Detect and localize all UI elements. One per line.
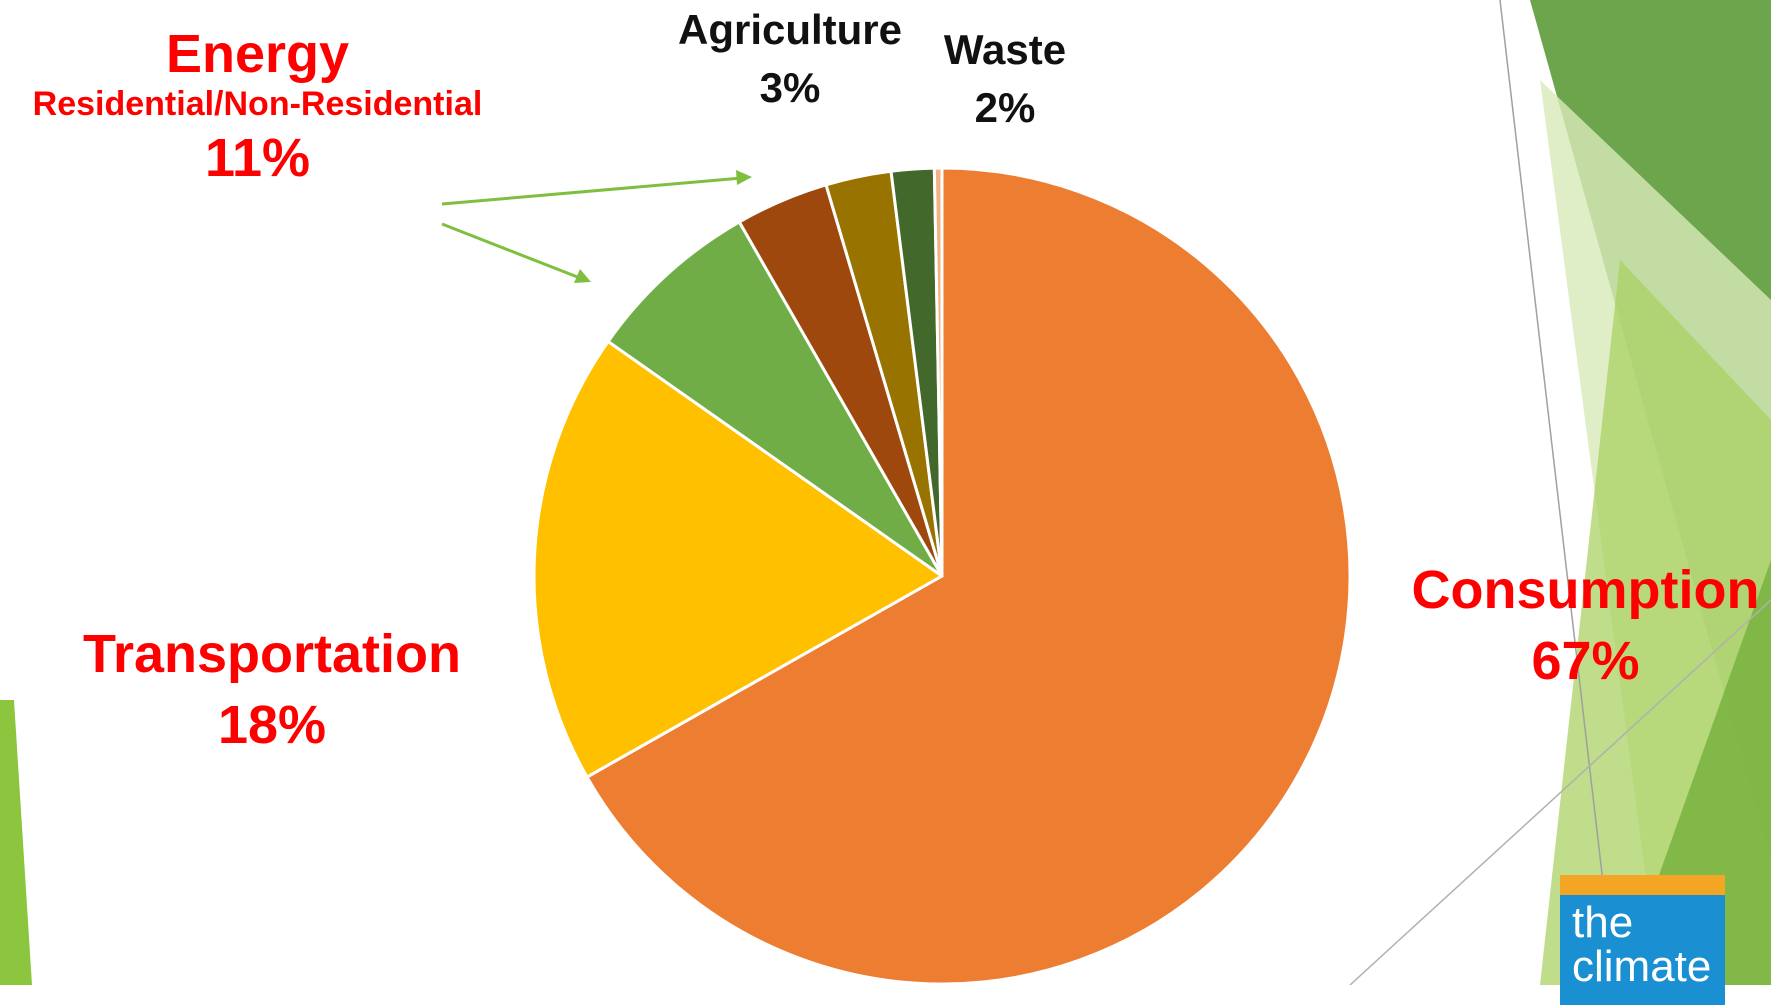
energy-arrow-upper: [441, 176, 743, 206]
energy-arrow-lower-head: [574, 269, 591, 283]
transportation-label: Transportation 18%: [62, 626, 482, 753]
pie-slice-other: [932, 166, 944, 578]
deco-thin-line-1: [1499, 0, 1616, 985]
pie-slice-consumption: [585, 166, 1352, 985]
waste-title: Waste: [943, 26, 1067, 73]
energy-arrows: [441, 170, 752, 283]
waste-label: Waste 2%: [920, 26, 1090, 132]
consumption-value: 67%: [1531, 630, 1640, 691]
waste-value: 2%: [974, 84, 1036, 132]
transportation-value: 18%: [217, 694, 327, 755]
pie-slice-energy-residential: [606, 220, 944, 578]
consumption-title: Consumption: [1411, 560, 1760, 620]
consumption-label: Consumption 67%: [1400, 562, 1771, 689]
agriculture-title: Agriculture: [677, 6, 903, 53]
transportation-title: Transportation: [82, 624, 462, 684]
energy-value: 11%: [204, 128, 311, 189]
deco-left-green-strip: [0, 700, 32, 985]
energy-arrow-lower: [441, 222, 581, 280]
deco-thin-line-2: [1349, 599, 1771, 985]
pie-slice-transportation: [532, 339, 944, 779]
the-climate-logo: the climate: [1560, 875, 1725, 1005]
pie-chart: [532, 166, 1352, 985]
agriculture-label: Agriculture 3%: [660, 6, 920, 112]
energy-title: Energy: [165, 24, 350, 84]
agriculture-value: 3%: [759, 64, 821, 112]
energy-subtitle: Residential/Non-Residential: [32, 84, 483, 123]
energy-arrow-upper-head: [736, 170, 752, 185]
energy-label: Energy Residential/Non-Residential 11%: [0, 26, 515, 187]
logo-line2: climate: [1572, 942, 1712, 991]
logo-line1: the: [1572, 898, 1634, 947]
